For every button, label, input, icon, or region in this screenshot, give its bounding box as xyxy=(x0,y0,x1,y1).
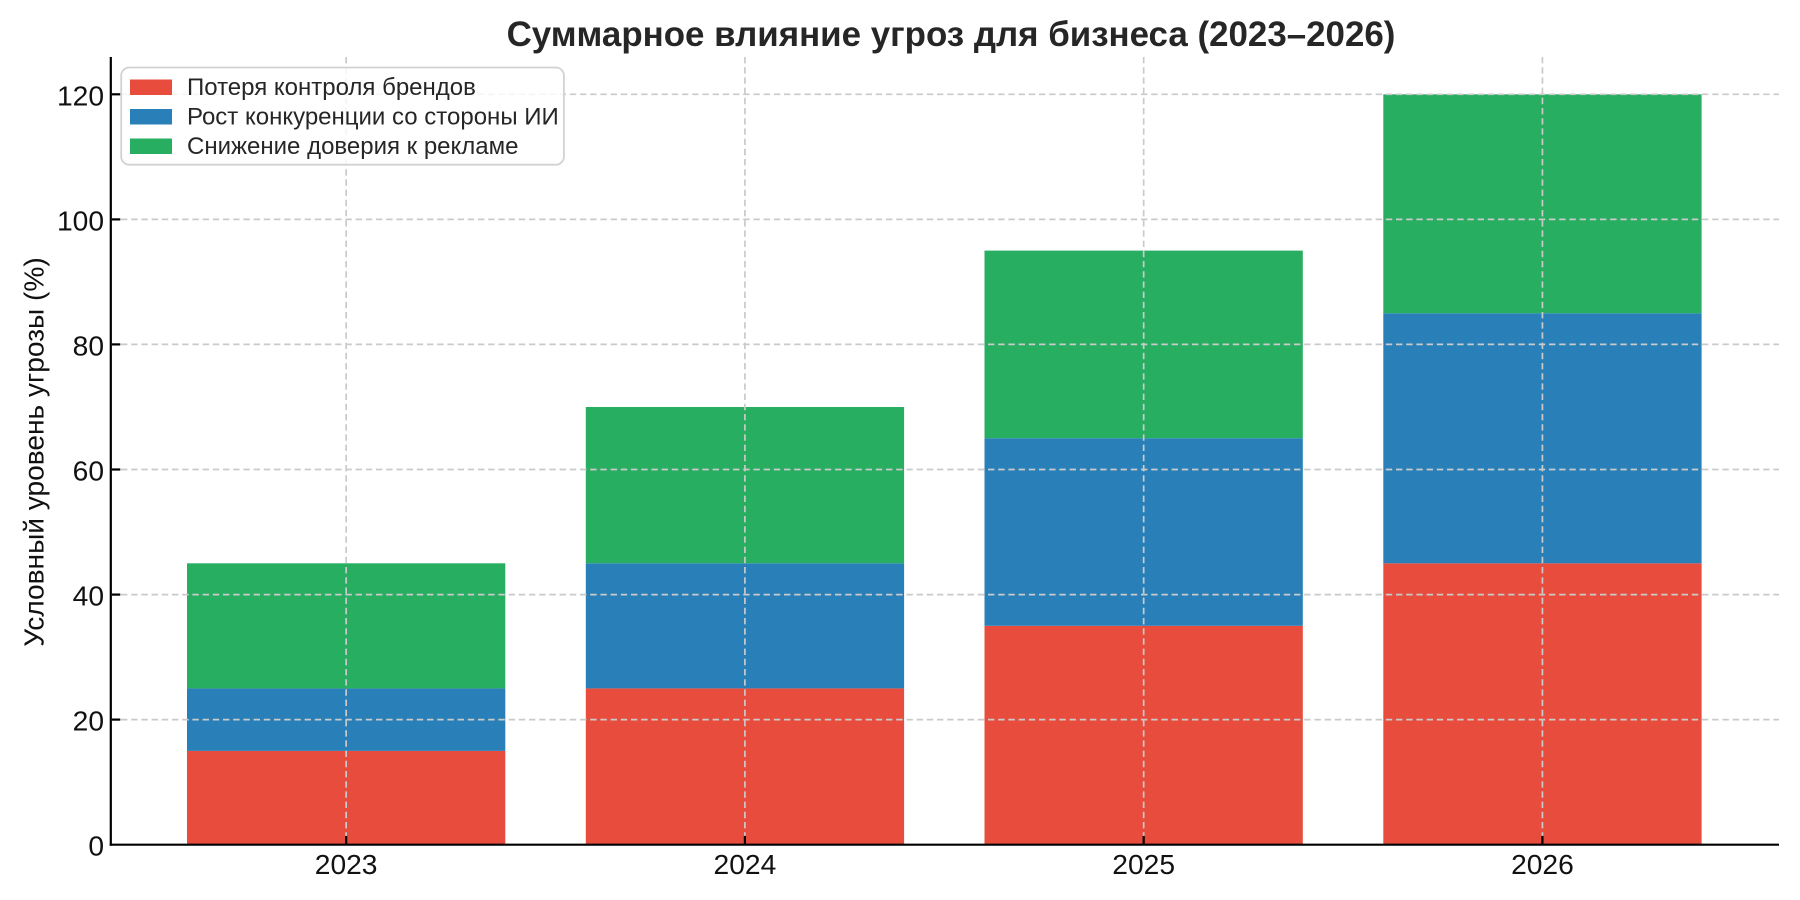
svg-text:40: 40 xyxy=(73,580,104,612)
svg-text:Потеря контроля брендов: Потеря контроля брендов xyxy=(187,74,476,101)
svg-text:120: 120 xyxy=(57,79,104,111)
svg-text:Снижение доверия к рекламе: Снижение доверия к рекламе xyxy=(187,133,519,160)
svg-text:2023: 2023 xyxy=(315,848,378,880)
svg-text:80: 80 xyxy=(73,329,104,361)
svg-text:Рост конкуренции со стороны ИИ: Рост конкуренции со стороны ИИ xyxy=(187,104,559,131)
svg-text:2026: 2026 xyxy=(1511,848,1574,880)
svg-text:Суммарное влияние угроз для би: Суммарное влияние угроз для бизнеса (202… xyxy=(507,15,1396,54)
svg-text:Условный уровень угрозы (%): Условный уровень угрозы (%) xyxy=(19,257,50,646)
svg-text:100: 100 xyxy=(57,204,104,236)
svg-text:20: 20 xyxy=(73,705,104,737)
svg-text:2024: 2024 xyxy=(714,848,777,880)
svg-text:2025: 2025 xyxy=(1112,848,1175,880)
svg-text:60: 60 xyxy=(73,455,104,487)
svg-text:0: 0 xyxy=(88,830,104,862)
